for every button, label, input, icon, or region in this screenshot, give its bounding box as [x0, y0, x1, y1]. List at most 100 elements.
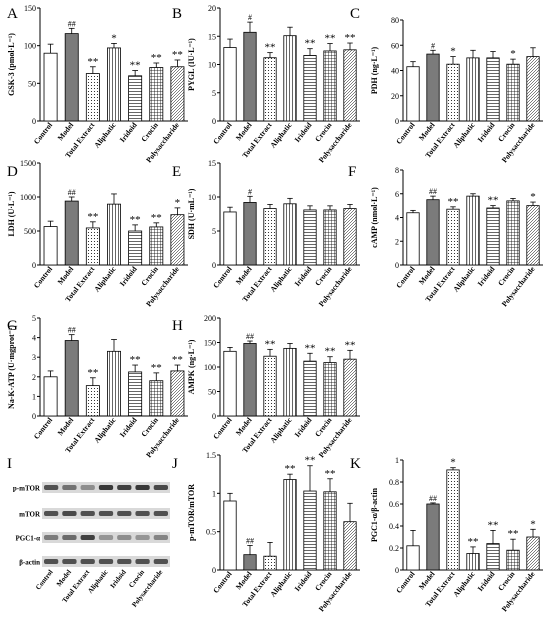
x-tick-label: Aliphatic: [451, 569, 477, 598]
bar: [64, 340, 79, 417]
y-tick-label: 1: [395, 456, 399, 465]
blot-band: [98, 535, 114, 540]
y-tick-label: 0.5: [206, 528, 216, 537]
bar: [170, 370, 185, 417]
bar: [43, 376, 58, 417]
blot-band: [117, 485, 132, 490]
significance-mark: **: [151, 52, 162, 64]
blot-band: [44, 511, 59, 516]
bar: [64, 33, 79, 122]
significance-mark: ##: [68, 19, 76, 28]
significance-mark: **: [488, 519, 499, 531]
y-tick-label: 10: [208, 61, 216, 70]
y-tick-label: 0: [395, 566, 399, 575]
panel-letter: G: [7, 318, 18, 334]
y-tick-label: 15: [208, 159, 216, 168]
y-tick-label: 500: [24, 227, 36, 236]
blot-band: [153, 535, 168, 540]
bar: [243, 202, 257, 266]
y-tick-label: 150: [204, 339, 216, 348]
y-tick-label: 0: [32, 412, 36, 421]
y-tick-label: 5: [212, 227, 216, 236]
blot-band-label: β-actin: [19, 559, 40, 567]
significance-mark: *: [450, 46, 456, 58]
bar: [526, 56, 540, 122]
bar: [85, 385, 100, 417]
bar: [303, 209, 317, 266]
y-tick-label: 200: [204, 314, 216, 323]
bar: [263, 355, 277, 417]
bar: [223, 350, 237, 417]
x-tick-label: Iridoid: [293, 569, 314, 593]
x-tick-label: Iridoid: [118, 264, 139, 288]
bar: [107, 203, 121, 266]
bar: [283, 203, 297, 266]
significance-mark: **: [448, 196, 459, 208]
significance-mark: **: [305, 342, 316, 354]
blot-band-label: p-mTOR: [13, 485, 41, 493]
significance-mark: **: [325, 346, 336, 358]
x-tick-label: Iridoid: [293, 415, 314, 439]
bar: [446, 469, 460, 571]
x-tick-label: Iridoid: [118, 120, 139, 144]
significance-mark: **: [305, 455, 316, 467]
significance-mark: **: [508, 528, 519, 540]
x-tick-label: Iridoid: [476, 569, 497, 593]
x-tick-label: Iridoid: [293, 264, 314, 288]
x-tick-label: Model: [417, 121, 437, 143]
bar: [128, 75, 143, 122]
y-tick-label: 4: [32, 334, 36, 343]
bar: [446, 63, 460, 122]
bar: [128, 230, 143, 266]
y-tick-label: 1.5: [206, 451, 216, 460]
bar: [85, 227, 100, 266]
bar: [426, 53, 440, 122]
significance-mark: ##: [68, 326, 76, 335]
blot-band-label: PGC1-α: [15, 535, 40, 543]
bar: [506, 200, 520, 266]
y-tick-label: 0: [395, 117, 399, 126]
x-tick-label: Aliphatic: [268, 569, 294, 598]
panel-letter: F: [348, 164, 356, 180]
x-tick-label: Model: [56, 416, 76, 438]
x-tick-label: Model: [234, 570, 254, 592]
blot-band: [153, 511, 168, 516]
blot-band: [117, 511, 132, 516]
y-tick-label: 15: [208, 32, 216, 41]
bar: [243, 554, 257, 571]
x-tick-label: Model: [56, 265, 76, 287]
bar: [406, 545, 420, 571]
bar: [303, 490, 317, 571]
panel-letter: B: [172, 6, 182, 22]
significance-mark: **: [172, 49, 183, 61]
y-tick-label: 0: [32, 261, 36, 270]
blot-band: [62, 535, 77, 540]
blot-band: [117, 535, 132, 540]
panel-letter: A: [7, 6, 18, 22]
bar: [526, 536, 540, 571]
significance-mark: **: [345, 32, 356, 44]
y-tick-label: 80: [391, 16, 399, 25]
x-tick-label: Model: [417, 570, 437, 592]
x-tick-label: Aliphatic: [268, 120, 294, 149]
x-tick-label: Aliphatic: [92, 264, 118, 293]
y-tick-label: 0: [212, 117, 216, 126]
bar: [43, 52, 58, 122]
significance-mark: *: [111, 32, 117, 44]
bar: [486, 57, 500, 122]
significance-mark: **: [151, 212, 162, 224]
bar: [149, 226, 164, 266]
bar: [343, 49, 357, 122]
significance-mark: **: [87, 211, 98, 223]
y-tick-label: 100: [204, 363, 216, 372]
significance-mark: **: [87, 56, 98, 68]
y-tick-label: 1500: [20, 159, 36, 168]
y-tick-label: 60: [391, 41, 399, 50]
y-tick-label: 0.8: [389, 478, 399, 487]
